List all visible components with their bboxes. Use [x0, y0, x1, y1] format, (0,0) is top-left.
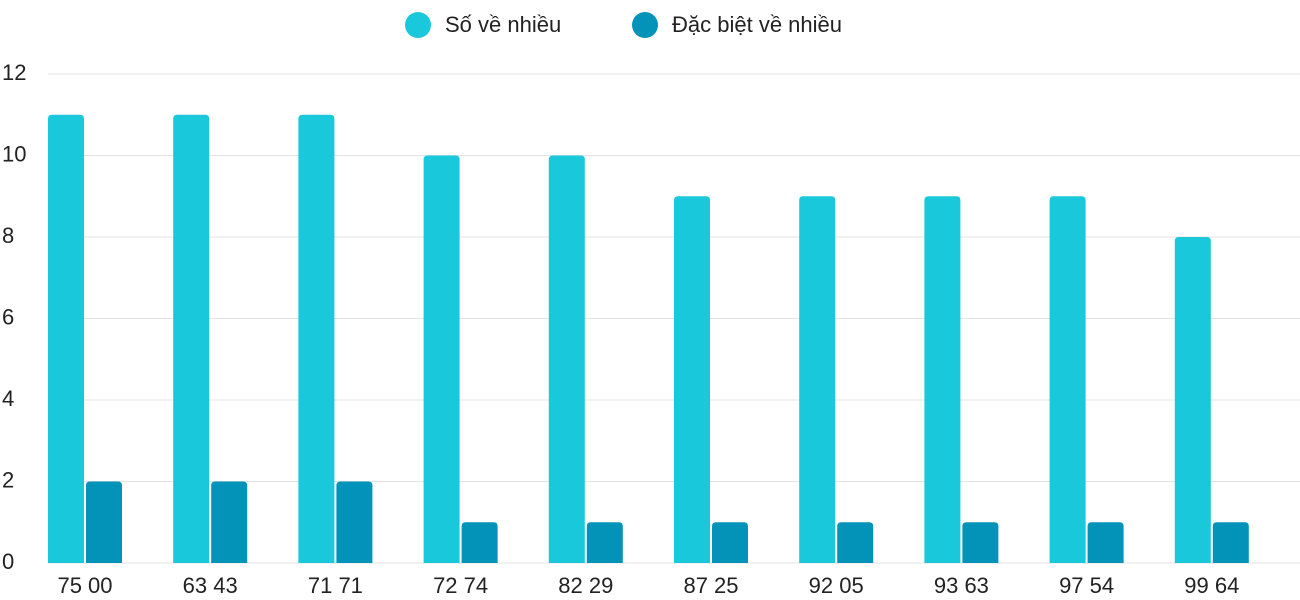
bar — [461, 522, 498, 563]
legend-label: Đặc biệt về nhiều — [672, 12, 842, 37]
bar — [1174, 237, 1211, 563]
bar — [211, 481, 248, 563]
bar — [548, 155, 585, 563]
bar — [837, 522, 874, 563]
bar — [48, 114, 84, 563]
y-tick-label: 10 — [2, 141, 26, 166]
bar — [924, 196, 961, 563]
y-tick-label: 4 — [2, 386, 14, 411]
bar — [336, 481, 373, 563]
x-tick-label: 99 64 — [1184, 573, 1239, 598]
y-tick-label: 8 — [2, 223, 14, 248]
x-tick-label: 87 25 — [683, 573, 738, 598]
x-tick-label: 93 63 — [934, 573, 989, 598]
x-tick-label: 92 05 — [809, 573, 864, 598]
bar — [799, 196, 836, 563]
legend-swatch — [405, 12, 431, 38]
bar — [173, 114, 210, 563]
y-tick-label: 6 — [2, 304, 14, 329]
bar — [962, 522, 999, 563]
bar — [1087, 522, 1124, 563]
bar — [1212, 522, 1249, 563]
y-tick-label: 12 — [2, 60, 26, 85]
bar — [423, 155, 460, 563]
bar — [298, 114, 335, 563]
legend-label: Số về nhiều — [445, 12, 561, 37]
x-tick-label: 82 29 — [558, 573, 613, 598]
y-tick-label: 2 — [2, 467, 14, 492]
bar — [674, 196, 710, 563]
bar — [86, 481, 122, 563]
x-tick-label: 71 71 — [308, 573, 363, 598]
legend-swatch — [632, 12, 658, 38]
x-tick-label: 97 54 — [1059, 573, 1114, 598]
x-tick-label: 72 74 — [433, 573, 488, 598]
bar — [586, 522, 623, 563]
y-tick-label: 0 — [2, 549, 14, 574]
bar — [1049, 196, 1086, 563]
x-tick-label: 63 43 — [183, 573, 238, 598]
x-tick-label: 75 00 — [57, 573, 112, 598]
bar — [712, 522, 748, 563]
